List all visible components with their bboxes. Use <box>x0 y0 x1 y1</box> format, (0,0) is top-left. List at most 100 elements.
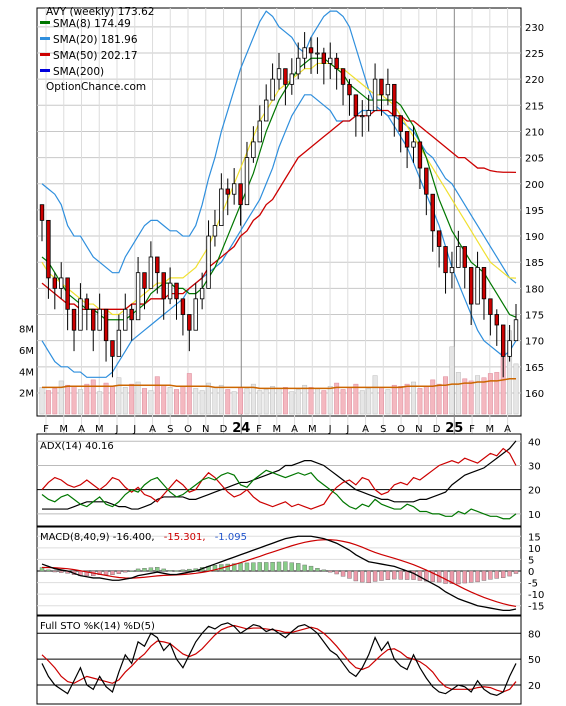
candle-body <box>494 314 499 326</box>
volume-bar <box>295 389 301 415</box>
volume-bar <box>475 375 481 415</box>
legend-sma200: SMA(200) <box>53 66 104 78</box>
volume-bar <box>212 387 218 415</box>
candle-body <box>238 183 243 206</box>
macd-histogram-bar <box>283 561 288 572</box>
price-panel: 1601651701751801851901952002052102152202… <box>19 6 544 704</box>
volume-bar <box>97 391 103 415</box>
candle-body <box>91 308 96 331</box>
candle-body <box>219 188 224 227</box>
volume-bar <box>110 386 115 415</box>
macd-tick-label: -5 <box>528 579 538 590</box>
volume-bar <box>90 379 96 415</box>
adx-label: ADX(14) 40.16 <box>40 441 114 452</box>
adx-lines: 10 20 30 40 <box>37 437 541 521</box>
macd-label-hist: -1.095 <box>215 532 247 543</box>
price-tick-label: 190 <box>525 232 544 243</box>
month-label: M <box>485 424 494 435</box>
candle-body <box>417 141 423 169</box>
macd-label-signal: -15.301, <box>164 532 206 543</box>
price-tick-label: 170 <box>525 337 544 348</box>
candle-body <box>155 256 160 274</box>
volume-bar <box>270 386 276 415</box>
month-axis: F M A M J J A S O N D 24 F M A M J J A S O N D 25 F M A <box>43 421 511 436</box>
volume-tick-label: 6M <box>19 346 34 357</box>
legend-swatch-sma50 <box>40 53 50 56</box>
sto-tick-label: 80 <box>528 629 541 640</box>
candle-body <box>347 83 352 96</box>
macd-histogram-bar <box>321 569 327 572</box>
candle-body <box>424 167 429 195</box>
candle-body <box>488 298 493 315</box>
candle-body <box>315 52 320 55</box>
macd-histogram-bar <box>161 568 166 572</box>
volume-bar <box>161 384 167 415</box>
macd-histogram-bar <box>129 570 134 572</box>
candle-body <box>283 68 288 85</box>
macd-tick-label: 0 <box>528 567 534 578</box>
volume-bar <box>481 377 487 415</box>
month-label: M <box>95 424 104 435</box>
price-legend: AVY (weekly) 173.62 SMA(8) 174.49 SMA(20… <box>40 6 154 93</box>
volume-bar <box>58 380 64 415</box>
macd-histogram-bar <box>456 570 461 585</box>
month-label: M <box>59 424 68 435</box>
macd-histogram-bar <box>116 570 122 574</box>
candle-body <box>513 319 519 342</box>
sto-k-line <box>41 622 517 697</box>
volume-bar <box>65 384 71 415</box>
volume-axis: 2M 4M 6M 8M <box>19 325 34 400</box>
macd-histogram-bar <box>52 570 58 573</box>
volume-bar <box>353 383 359 415</box>
macd-tick-label: 5 <box>528 555 534 566</box>
legend-swatch-sma200 <box>40 69 50 72</box>
volume-bar <box>321 390 327 415</box>
volume-bar <box>398 386 404 415</box>
volume-bar <box>411 381 416 415</box>
candle-body <box>404 131 410 148</box>
sto-label: Full STO %K(14) %D(5) <box>40 621 155 632</box>
legend-swatch-sma8 <box>40 21 50 24</box>
volume-bar <box>334 382 340 415</box>
candle-body <box>481 267 487 300</box>
volume-tick-label: 4M <box>19 367 34 378</box>
volume-bar <box>366 388 372 415</box>
month-label: F <box>256 424 262 435</box>
volume-bar <box>340 389 346 415</box>
macd-histogram-bar <box>231 563 237 572</box>
volume-bar <box>122 387 128 415</box>
macd-histogram-bar <box>360 570 365 583</box>
macd-histogram-bar <box>353 570 359 582</box>
candle-body <box>110 340 115 357</box>
volume-ma-line <box>42 378 516 390</box>
candle-body <box>78 298 83 331</box>
macd-histogram-bar <box>46 569 51 572</box>
macd-histogram-bar <box>155 567 160 572</box>
volume-bar <box>45 390 51 415</box>
candle-body <box>193 298 198 331</box>
candle-body <box>263 99 269 122</box>
volume-bar <box>372 375 378 415</box>
month-label: M <box>308 424 317 435</box>
candle-body <box>443 246 448 274</box>
volume-bar <box>148 390 154 415</box>
macd-histogram-bar <box>328 570 333 573</box>
macd-histogram-bar <box>468 570 474 583</box>
macd-tick-label: 10 <box>528 544 541 555</box>
macd-histogram-bar <box>103 570 109 575</box>
candle-body <box>71 308 77 331</box>
candle-body <box>436 230 442 247</box>
legend-sma20: SMA(20) 181.96 <box>53 34 138 46</box>
volume-bar <box>225 389 231 415</box>
macd-histogram-bar <box>174 570 179 572</box>
macd-tick-label: -10 <box>528 590 544 601</box>
volume-bar <box>276 388 282 415</box>
price-tick-label: 205 <box>525 154 544 165</box>
month-label: A <box>362 424 369 435</box>
volume-bar <box>455 372 461 415</box>
candle-body <box>59 277 64 289</box>
sto-tick-label: 20 <box>528 681 541 692</box>
macd-label-value: MACD(8,40,9) -16.400, <box>40 532 155 543</box>
